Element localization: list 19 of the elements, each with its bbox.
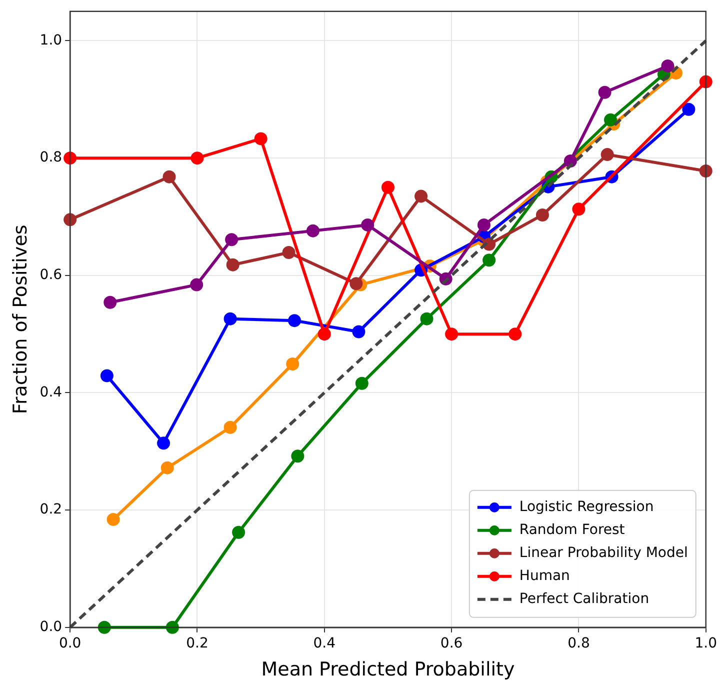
y-tick-label: 0.8 [40,150,62,166]
legend-label: Linear Probability Model [519,545,688,562]
x-tick-label: 0.4 [313,635,336,652]
y-tick-label: 1.0 [40,32,62,48]
legend-label: Logistic Regression [519,499,654,516]
y-tick-label: 0.0 [40,619,62,636]
x-axis-title: Mean Predicted Probability [261,658,515,681]
x-tick-label: 0.6 [440,635,463,652]
y-tick-label: 0.4 [40,384,62,400]
legend-label: Perfect Calibration [519,591,650,608]
legend-label: Random Forest [519,522,626,538]
y-axis-title: Fraction of Positives [9,224,32,414]
x-tick-label: 0.0 [58,635,82,652]
x-tick-label: 0.8 [568,635,590,652]
legend-label: Human [519,568,570,584]
y-tick-label: 0.2 [40,502,62,518]
x-tick-label: 1.0 [694,635,717,652]
y-tick-label: 0.6 [40,267,62,284]
x-tick-label: 0.2 [186,635,208,652]
